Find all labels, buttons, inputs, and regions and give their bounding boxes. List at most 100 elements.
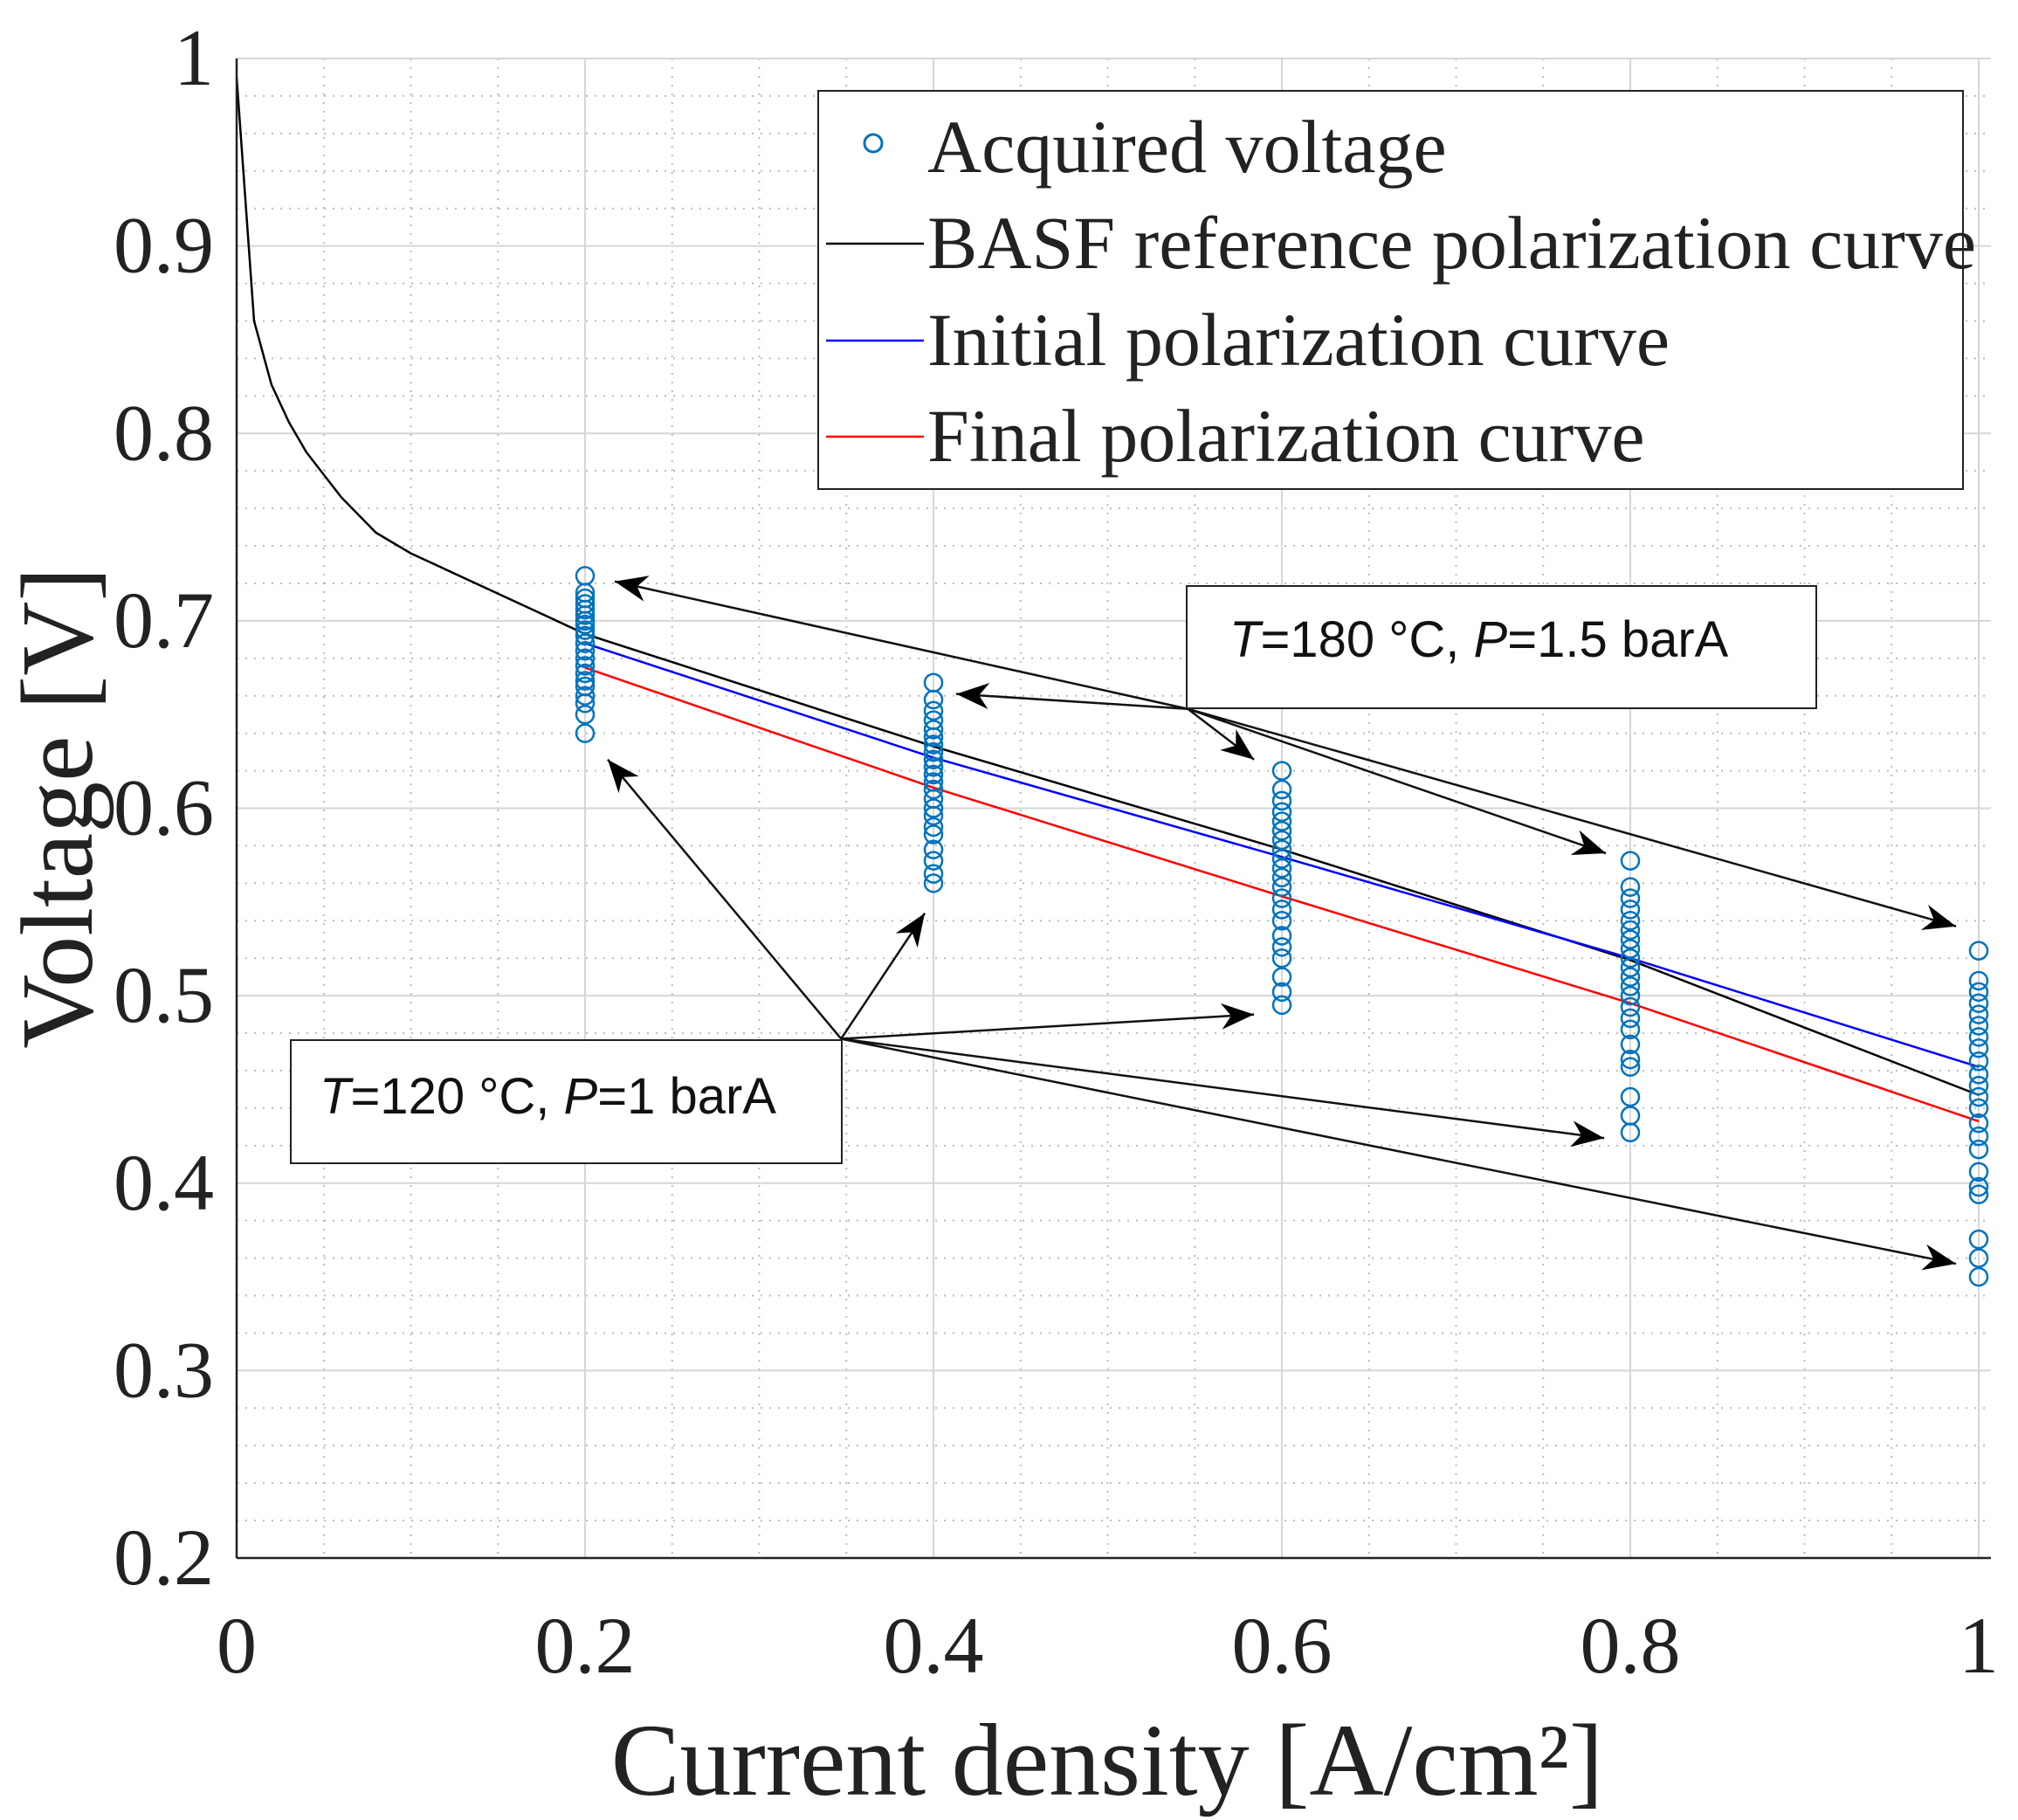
acquired-voltage-point <box>1271 948 1292 969</box>
acquired-voltage-point <box>1271 802 1292 823</box>
y-axis-label: Voltage [V] <box>0 567 114 1049</box>
annotation-text-120: T=120 °C, P=1 barA <box>320 1068 776 1125</box>
acquired-voltage-point <box>1620 900 1641 920</box>
acquired-voltage-point <box>575 663 596 684</box>
acquired-voltage-point <box>575 704 596 725</box>
acquired-voltage-point <box>1968 1248 1989 1268</box>
x-tick-labels: 0 0.2 0.4 0.6 0.8 1 <box>217 1601 1999 1690</box>
acquired-voltage-point <box>1620 1034 1641 1055</box>
acquired-voltage-point <box>923 710 944 730</box>
acquired-voltage-point <box>1968 1113 1989 1134</box>
acquired-voltage-point <box>1271 982 1292 1003</box>
acquired-voltage-point <box>1620 996 1641 1017</box>
acquired-voltage-point <box>1620 877 1641 897</box>
acquired-voltage-point <box>1271 790 1292 811</box>
acquired-voltage-point <box>1271 995 1292 1016</box>
annotation-arrow <box>614 576 1188 710</box>
acquired-voltage-point <box>923 757 944 777</box>
legend-box <box>817 90 1964 490</box>
acquired-voltage-point <box>575 633 596 653</box>
legend-label-scatter: Acquired voltage <box>927 105 1447 189</box>
acquired-voltage-point <box>1968 1139 1989 1160</box>
acquired-voltage-point <box>923 824 944 845</box>
acquired-voltage-point <box>1271 839 1292 859</box>
acquired-voltage-point <box>575 648 596 669</box>
acquired-voltage-point <box>923 864 944 884</box>
acquired-voltage-point <box>1968 1098 1989 1119</box>
legend: Acquired voltage BASF reference polariza… <box>817 90 1976 490</box>
acquired-voltage-point <box>1620 929 1641 949</box>
acquired-voltage-point <box>923 734 944 755</box>
acquired-voltage-point <box>1968 1184 1989 1204</box>
annotation-box-180: T=180 °C, P=1.5 barA <box>1186 585 1817 709</box>
y-tick-label: 0.3 <box>114 1325 214 1414</box>
acquired-voltage-point <box>1620 939 1641 959</box>
acquired-voltage-point <box>575 676 596 697</box>
acquired-voltage-point <box>1968 1051 1989 1072</box>
axes <box>235 59 1991 1560</box>
acquired-voltage-point <box>1968 1229 1989 1250</box>
acquired-voltage-point <box>575 566 596 586</box>
acquired-voltage-point <box>1620 888 1641 908</box>
acquired-voltage-point <box>1620 911 1641 931</box>
acquired-voltage-point <box>1271 967 1292 987</box>
annotation-arrow <box>841 1003 1255 1040</box>
acquired-voltage-point <box>923 764 944 785</box>
acquired-voltage-point <box>1620 1019 1641 1040</box>
acquired-voltage-point <box>1968 1016 1989 1036</box>
acquired-voltage-point <box>1968 1004 1989 1024</box>
acquired-voltage-point <box>1271 849 1292 869</box>
y-tick-label: 1 <box>174 13 214 102</box>
acquired-voltage-point <box>923 839 944 859</box>
acquired-voltage-point <box>1620 967 1641 987</box>
annotation-arrow <box>1187 707 1607 855</box>
acquired-voltage-point <box>1620 851 1641 871</box>
acquired-voltage-point <box>1271 830 1292 851</box>
legend-label-final: Final polarization curve <box>927 394 1645 478</box>
acquired-voltage-point <box>1271 937 1292 957</box>
acquired-voltage-point <box>1271 821 1292 841</box>
x-tick-label: 0.6 <box>1232 1601 1333 1690</box>
acquired-voltage-point <box>1271 858 1292 879</box>
acquired-voltage-point <box>575 671 596 691</box>
scatter-points <box>575 566 1989 1287</box>
x-tick-label: 0.8 <box>1581 1601 1681 1690</box>
acquired-voltage-point <box>1620 1049 1641 1070</box>
acquired-voltage-point <box>1968 1065 1989 1085</box>
x-tick-label: 0.2 <box>535 1601 636 1690</box>
acquired-voltage-point <box>1968 1176 1989 1197</box>
y-tick-label: 0.9 <box>114 201 214 290</box>
acquired-voltage-point <box>1968 1075 1989 1096</box>
acquired-voltage-point <box>923 720 944 740</box>
acquired-voltage-point <box>575 656 596 676</box>
acquired-voltage-point <box>1968 1162 1989 1182</box>
acquired-voltage-point <box>1968 1027 1989 1047</box>
acquired-voltage-point <box>923 772 944 792</box>
acquired-voltage-point <box>1968 982 1989 1003</box>
legend-marker-scatter <box>863 133 884 154</box>
legend-label-initial: Initial polarization curve <box>927 298 1670 382</box>
acquired-voltage-point <box>923 798 944 818</box>
initial-polarization-curve <box>584 642 1980 1068</box>
annotation-arrow <box>955 683 1188 710</box>
acquired-voltage-point <box>1271 877 1292 897</box>
acquired-voltage-point <box>1620 920 1641 941</box>
acquired-voltage-point <box>923 749 944 769</box>
acquired-voltage-point <box>1968 941 1989 961</box>
y-tick-label: 0.4 <box>114 1138 214 1227</box>
acquired-voltage-point <box>1620 985 1641 1006</box>
acquired-voltage-point <box>1620 948 1641 969</box>
y-tick-label: 0.7 <box>114 576 214 665</box>
acquired-voltage-point <box>1968 1126 1989 1147</box>
acquired-voltage-point <box>1271 867 1292 888</box>
annotation-arrow <box>606 758 843 1040</box>
annotation-arrow <box>841 1038 1605 1148</box>
y-tick-labels: 0.2 0.3 0.4 0.5 0.6 0.7 0.8 0.9 1 <box>114 13 214 1602</box>
acquired-voltage-point <box>575 640 596 661</box>
acquired-voltage-point <box>1968 993 1989 1013</box>
annotation-arrow <box>841 1038 1957 1271</box>
acquired-voltage-point <box>1271 761 1292 781</box>
acquired-voltage-point <box>1620 1008 1641 1029</box>
acquired-voltage-point <box>1271 811 1292 831</box>
